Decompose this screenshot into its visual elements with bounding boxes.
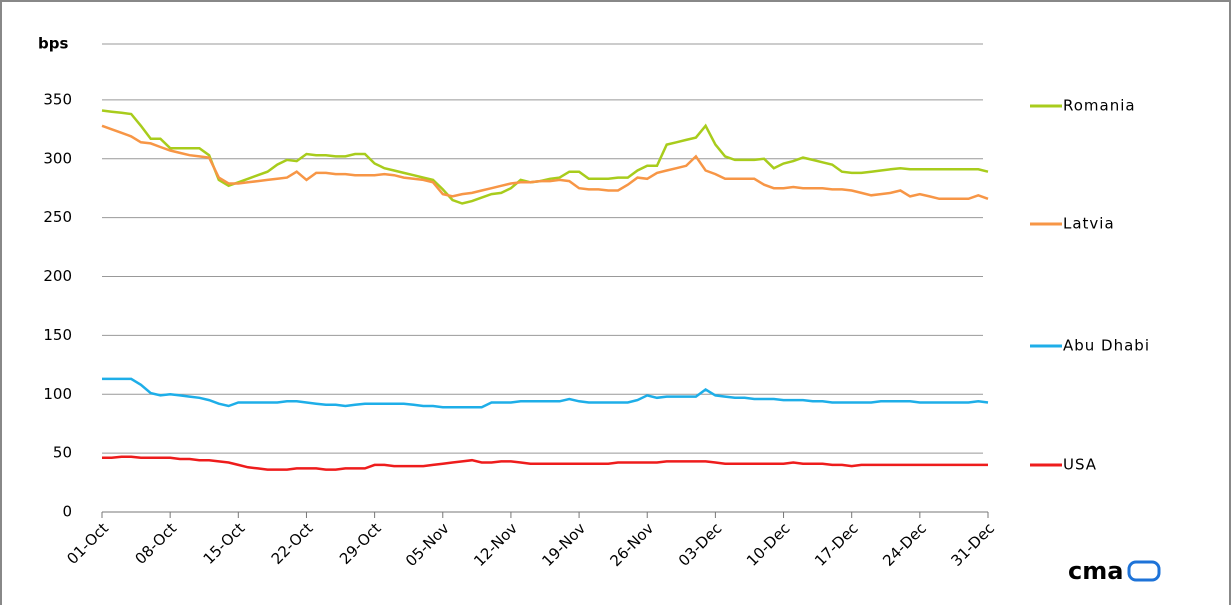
series-line [101,124,989,201]
y-tick-label: 150 [43,326,72,344]
legend-label: Abu Dhabi [1063,337,1150,355]
series-line [102,377,989,409]
logo: cma [1068,557,1123,585]
legend-label: USA [1063,456,1097,474]
y-tick-label: 100 [43,385,72,403]
y-tick-label: 0 [62,503,72,521]
series-line [102,455,988,471]
y-tick-label: 250 [43,208,72,226]
y-tick-label: 200 [43,267,72,285]
y-tick-label: 50 [53,444,72,462]
y-axis-label: bps [38,35,68,53]
y-tick-label: 300 [43,149,72,167]
legend-label: Latvia [1063,215,1115,233]
legend-label: Romania [1063,97,1136,115]
logo-mark [1127,560,1161,582]
y-tick-label: 350 [43,90,72,108]
